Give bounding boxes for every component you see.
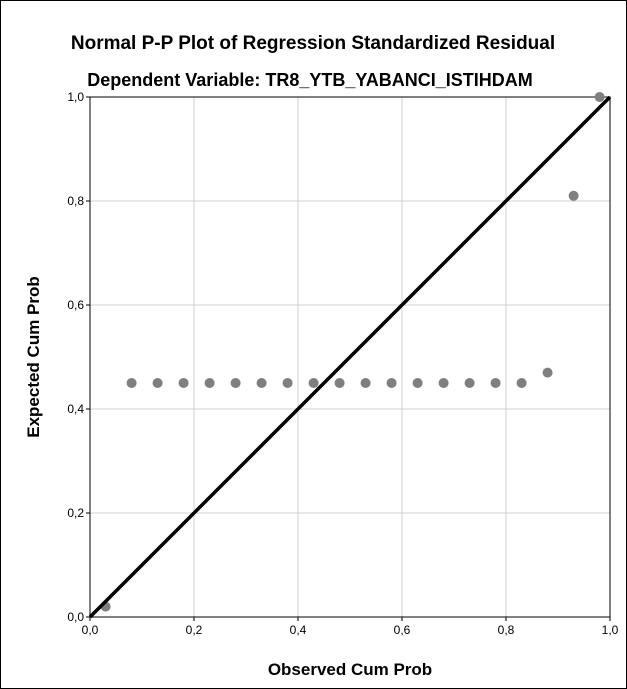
x-tick-label: 0,0 [82, 623, 99, 637]
data-point [178, 378, 189, 388]
chart-subtitle: Dependent Variable: TR8_YTB_YABANCI_ISTI… [87, 70, 532, 90]
y-tick-label: 0,2 [67, 506, 84, 520]
data-point [438, 378, 449, 388]
y-tick-label: 0,8 [67, 194, 84, 208]
data-point [568, 190, 579, 201]
data-point [412, 378, 423, 388]
data-point [360, 378, 371, 388]
data-point [230, 378, 241, 388]
x-axis-ticks: 0,0 0,2 0,4 0,6 0,8 1,0 [82, 617, 619, 637]
scatter-points [100, 92, 605, 612]
grid-lines [90, 97, 610, 617]
x-tick-label: 0,8 [498, 623, 515, 637]
data-point [256, 378, 267, 388]
data-point [490, 378, 501, 388]
data-point [516, 378, 527, 388]
x-tick-label: 0,2 [186, 623, 203, 637]
data-point [542, 367, 553, 378]
x-tick-label: 0,4 [290, 623, 307, 637]
y-axis-ticks: 0,0 0,2 0,4 0,6 0,8 1,0 [67, 90, 90, 624]
data-point [334, 378, 345, 388]
data-point [204, 378, 215, 388]
data-point [464, 378, 475, 388]
y-tick-label: 0,4 [67, 402, 84, 416]
data-point [282, 378, 293, 388]
y-axis-label: Expected Cum Prob [24, 276, 43, 438]
data-point [126, 378, 137, 388]
data-point [386, 378, 397, 388]
reference-line [88, 95, 612, 619]
data-point [594, 92, 605, 102]
x-tick-label: 1,0 [602, 623, 619, 637]
y-tick-label: 1,0 [67, 90, 84, 104]
y-tick-label: 0,0 [67, 610, 84, 624]
data-point [308, 378, 319, 388]
y-tick-label: 0,6 [67, 298, 84, 312]
plot-border [89, 96, 611, 618]
data-point [152, 378, 163, 388]
chart-title: Normal P-P Plot of Regression Standardiz… [71, 33, 555, 54]
x-axis-label: Observed Cum Prob [268, 660, 432, 679]
x-tick-label: 0,6 [394, 623, 411, 637]
